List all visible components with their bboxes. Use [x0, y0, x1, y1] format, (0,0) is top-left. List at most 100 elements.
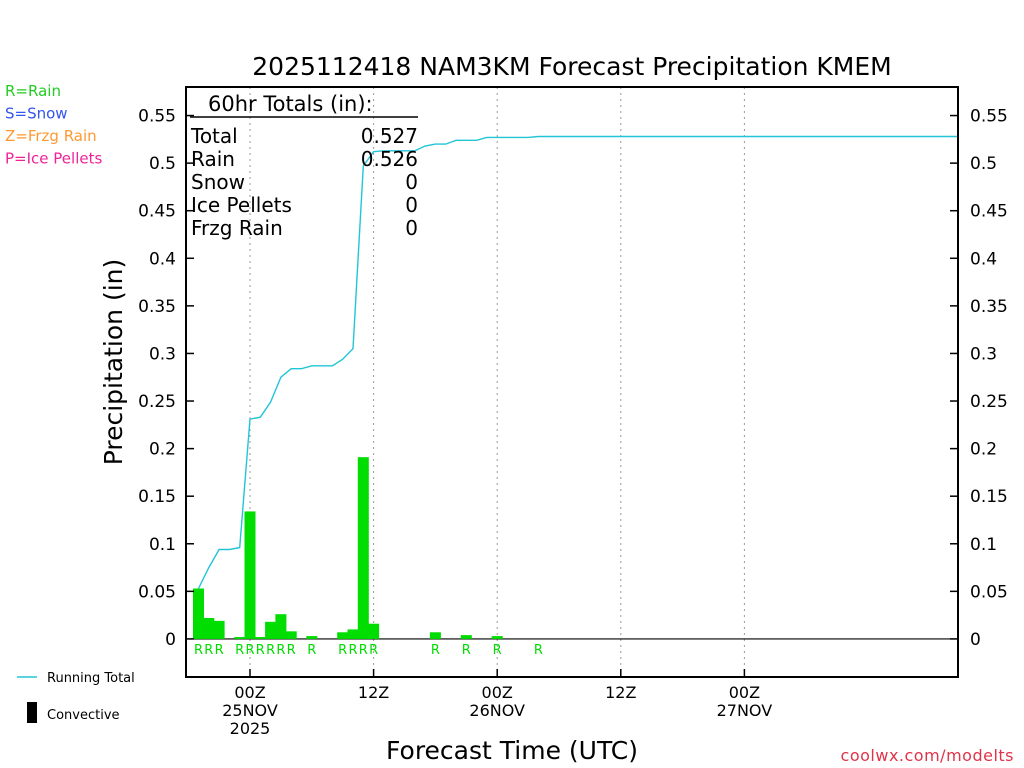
- precip-type-marker: R: [534, 643, 543, 658]
- precip-bar: [213, 620, 225, 639]
- x-tick-label: 2025: [230, 719, 271, 738]
- precip-type-marker: R: [256, 643, 265, 658]
- precip-bar: [357, 457, 369, 639]
- precip-type-legend-item: P=Ice Pellets: [5, 150, 102, 168]
- y-tick-label-right: 0.55: [970, 107, 1008, 127]
- y-tick-label-right: 0.2: [970, 440, 997, 460]
- precip-type-marker: R: [338, 643, 347, 658]
- y-tick-label-left: 0.15: [138, 487, 176, 507]
- x-tick-label: 12Z: [605, 683, 636, 702]
- totals-row-label: Ice Pellets: [191, 193, 292, 217]
- x-tick-label: 26NOV: [469, 701, 525, 720]
- y-tick-label-right: 0.45: [970, 202, 1008, 222]
- convective-legend-swatch: [27, 702, 37, 723]
- plot-frame: [185, 86, 959, 678]
- convective-legend-label: Convective: [47, 708, 120, 723]
- precip-type-marker: R: [431, 643, 440, 658]
- credit-text: coolwx.com/modelts: [841, 746, 1014, 765]
- precip-bar: [265, 621, 277, 639]
- y-axis-left: 0 0.05 0.1 0.15 0.2 0.25 0.3 0.35 0.4 0.45 0.5 0.55: [138, 107, 194, 650]
- y-tick-label-left: 0.55: [138, 107, 176, 127]
- y-tick-label-right: 0.4: [970, 249, 997, 269]
- precip-bar: [306, 636, 318, 639]
- y-tick-label-right: 0.5: [970, 154, 997, 174]
- precip-bar: [203, 618, 215, 639]
- precip-type-marker: R: [215, 643, 224, 658]
- y-tick-label-left: 0.2: [149, 440, 176, 460]
- precip-type-marker: R: [493, 643, 502, 658]
- x-tick-label: 00Z: [729, 683, 760, 702]
- precip-bars: [193, 457, 503, 639]
- precip-bar: [337, 632, 349, 639]
- totals-row-value: 0.527: [361, 124, 418, 148]
- y-tick-label-left: 0.35: [138, 297, 176, 317]
- y-tick-label-left: 0.05: [138, 582, 176, 602]
- y-tick-label-left: 0.4: [149, 249, 176, 269]
- precip-bar: [275, 614, 287, 639]
- y-tick-label-right: 0.05: [970, 582, 1008, 602]
- y-tick-label-left: 0.45: [138, 202, 176, 222]
- precip-bar: [460, 635, 472, 639]
- precip-type-marker: R: [276, 643, 285, 658]
- precip-type-marker: R: [462, 643, 471, 658]
- precip-bar: [254, 637, 266, 639]
- y-tick-label-right: 0.15: [970, 487, 1008, 507]
- precip-type-legend-item: Z=Frzg Rain: [5, 127, 97, 145]
- precip-type-marker: R: [245, 643, 254, 658]
- precip-type-marker: R: [266, 643, 275, 658]
- totals-row-value: 0: [405, 193, 418, 217]
- precip-type-marker: R: [359, 643, 368, 658]
- y-tick-label-right: 0.1: [970, 535, 997, 555]
- y-tick-label-right: 0.35: [970, 297, 1008, 317]
- precip-type-marker: R: [287, 643, 296, 658]
- precip-type-marker: R: [235, 643, 244, 658]
- precip-bar: [347, 629, 359, 639]
- running-total-legend-label: Running Total: [47, 671, 135, 686]
- precip-type-marker: R: [369, 643, 378, 658]
- y-tick-label-right: 0.25: [970, 392, 1008, 412]
- precip-bar: [429, 632, 441, 639]
- y-axis-right: 0 0.05 0.1 0.15 0.2 0.25 0.3 0.35 0.4 0.45 0.5 0.55: [950, 107, 1008, 650]
- totals-box: 60hr Totals (in): Total 0.527 Rain 0.526 Sno…: [190, 92, 418, 240]
- totals-row-value: 0: [405, 170, 418, 194]
- precip-bar: [491, 636, 503, 639]
- precip-bar: [368, 623, 380, 639]
- precip-type-marker: R: [204, 643, 213, 658]
- x-tick-label: 27NOV: [717, 701, 773, 720]
- totals-row-label: Snow: [191, 170, 245, 194]
- x-tick-label: 00Z: [234, 683, 265, 702]
- y-tick-label-left: 0: [165, 630, 176, 650]
- y-tick-label-left: 0.3: [149, 344, 176, 364]
- x-tick-label: 25NOV: [222, 701, 278, 720]
- chart-title: 2025112418 NAM3KM Forecast Precipitation…: [252, 52, 891, 81]
- totals-row-label: Total: [190, 124, 238, 148]
- precip-bar: [244, 511, 256, 639]
- y-tick-label-left: 0.5: [149, 154, 176, 174]
- precip-type-legend-item: S=Snow: [5, 105, 68, 123]
- precip-type-legend: R=Rain S=Snow Z=Frzg Rain P=Ice Pellets: [5, 82, 102, 168]
- precip-type-marker: R: [194, 643, 203, 658]
- precip-bar: [234, 637, 246, 639]
- running-total-line: [197, 135, 958, 589]
- x-axis-label: Forecast Time (UTC): [386, 736, 638, 765]
- y-tick-label-left: 0.1: [149, 535, 176, 555]
- precip-type-legend-item: R=Rain: [5, 82, 61, 100]
- totals-row-value: 0: [405, 216, 418, 240]
- totals-header: 60hr Totals (in):: [208, 92, 373, 116]
- y-tick-label-left: 0.25: [138, 392, 176, 412]
- precip-type-marker: R: [348, 643, 357, 658]
- precip-type-marker: R: [307, 643, 316, 658]
- y-tick-label-right: 0: [970, 630, 981, 650]
- precip-bar: [285, 631, 297, 639]
- totals-row-label: Frzg Rain: [191, 216, 283, 240]
- x-tick-label: 12Z: [358, 683, 389, 702]
- precip-bar: [193, 588, 204, 639]
- x-tick-label: 00Z: [482, 683, 513, 702]
- y-tick-label-right: 0.3: [970, 344, 997, 364]
- gridlines: [249, 87, 745, 677]
- totals-row-label: Rain: [191, 147, 235, 171]
- y-axis-label: Precipitation (in): [99, 259, 128, 466]
